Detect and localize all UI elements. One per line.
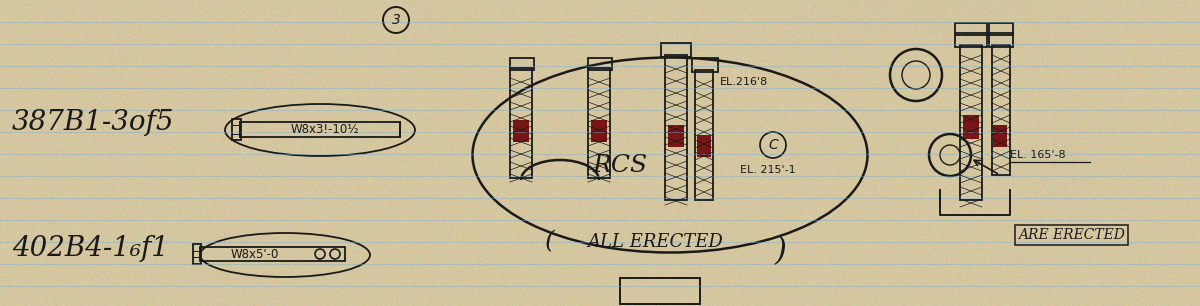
Bar <box>193 244 202 264</box>
Text: 387B1-3of5: 387B1-3of5 <box>12 109 174 136</box>
Bar <box>960 45 982 200</box>
Bar <box>989 33 1013 47</box>
Bar <box>588 58 612 70</box>
Text: RCS: RCS <box>593 154 648 177</box>
Bar <box>232 119 241 140</box>
Bar <box>695 70 713 200</box>
Text: 402B4-1₆f1: 402B4-1₆f1 <box>12 234 169 262</box>
Bar <box>989 23 1013 35</box>
Bar <box>510 58 534 70</box>
Bar <box>514 120 529 142</box>
Text: ARE ERECTED: ARE ERECTED <box>1018 228 1124 242</box>
Text: W8x5'-0: W8x5'-0 <box>230 248 280 260</box>
Bar <box>661 43 691 57</box>
Bar <box>200 247 346 261</box>
Bar <box>620 278 700 304</box>
Text: ): ) <box>774 237 786 267</box>
Bar <box>668 125 684 147</box>
Bar <box>697 135 710 157</box>
Bar <box>692 58 718 72</box>
Bar <box>955 33 986 47</box>
Text: (: ( <box>545 230 554 253</box>
Text: EL.216'8: EL.216'8 <box>720 77 768 87</box>
Text: W8x3!-10½: W8x3!-10½ <box>290 122 359 136</box>
Bar <box>240 122 400 137</box>
Bar <box>510 68 532 178</box>
Text: EL. 215'-1: EL. 215'-1 <box>740 165 796 175</box>
Text: ALL ERECTED: ALL ERECTED <box>587 233 722 251</box>
Bar <box>994 125 1007 147</box>
Bar <box>588 68 610 178</box>
Bar <box>592 120 607 142</box>
Text: C: C <box>768 138 778 152</box>
Bar <box>964 115 979 139</box>
Bar <box>665 55 686 200</box>
Bar <box>992 45 1010 175</box>
Bar <box>955 23 986 35</box>
Text: 3: 3 <box>391 13 401 27</box>
Text: EL. 165'-8: EL. 165'-8 <box>1010 150 1066 160</box>
